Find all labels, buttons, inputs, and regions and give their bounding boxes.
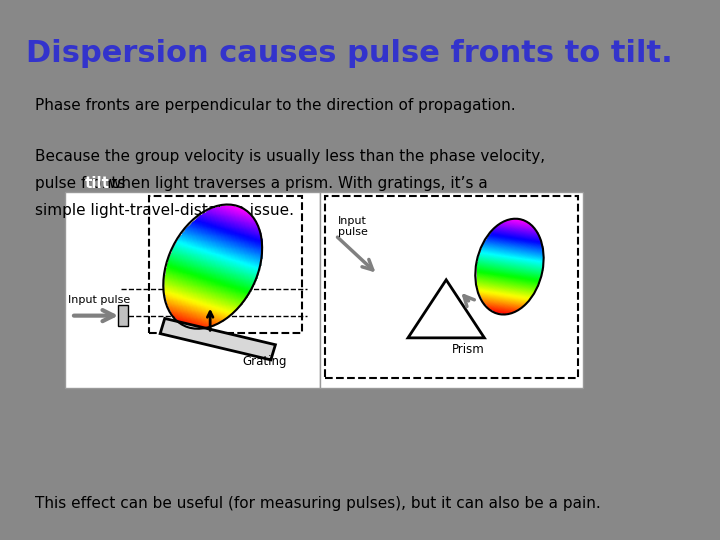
- Polygon shape: [408, 280, 485, 338]
- Text: Phase fronts are perpendicular to the direction of propagation.: Phase fronts are perpendicular to the di…: [35, 98, 516, 113]
- Text: Input pulse: Input pulse: [68, 295, 130, 305]
- FancyBboxPatch shape: [320, 192, 583, 388]
- Text: simple light-travel-distance issue.: simple light-travel-distance issue.: [35, 203, 294, 218]
- FancyBboxPatch shape: [65, 192, 320, 388]
- Polygon shape: [160, 319, 276, 360]
- Text: Because the group velocity is usually less than the phase velocity,: Because the group velocity is usually le…: [35, 149, 545, 164]
- Text: when light traverses a prism. With gratings, it’s a: when light traverses a prism. With grati…: [104, 176, 488, 191]
- Bar: [119, 305, 127, 326]
- Text: Prism: Prism: [452, 343, 485, 356]
- Text: Grating: Grating: [242, 355, 287, 368]
- Bar: [325, 196, 578, 379]
- Bar: [149, 196, 302, 333]
- Text: This effect can be useful (for measuring pulses), but it can also be a pain.: This effect can be useful (for measuring…: [35, 496, 600, 511]
- Text: Input
pulse: Input pulse: [338, 215, 368, 237]
- Text: Dispersion causes pulse fronts to tilt.: Dispersion causes pulse fronts to tilt.: [26, 39, 672, 68]
- Text: pulse fronts: pulse fronts: [35, 176, 130, 191]
- Text: tilt: tilt: [85, 176, 110, 191]
